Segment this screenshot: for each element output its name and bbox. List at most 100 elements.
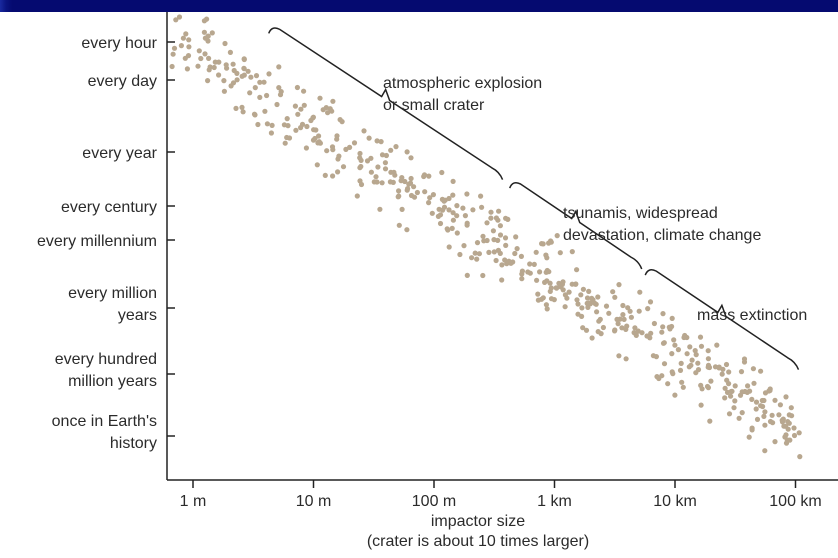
data-point [707,418,713,424]
data-point [239,104,245,110]
data-point [441,198,447,204]
data-point [248,74,254,80]
y-tick-label-every-century: every century [61,199,157,216]
data-point [454,213,460,219]
data-point [303,145,309,151]
data-point [548,296,555,302]
x-tick-label-100-km: 100 km [769,493,821,510]
data-point [317,95,323,101]
data-point [368,155,374,161]
data-point [182,55,188,61]
data-point [557,282,563,288]
data-point [594,309,600,315]
data-point [584,295,591,301]
data-point [580,325,586,331]
annotation-brackets: atmospheric explosion or small crater tsun… [268,27,807,370]
data-point [276,64,282,70]
y-ticks: every hour every day every year every centu… [37,35,175,452]
data-point [738,369,745,375]
data-point [692,348,698,354]
y-tick-label-every-hundred: every hundred [55,351,157,368]
data-point [395,194,401,200]
data-point [675,347,682,353]
data-point [574,297,580,303]
data-point [378,139,384,145]
axes [166,12,838,481]
scatter-points [169,14,803,460]
data-point [732,383,738,389]
data-point [294,84,300,91]
data-point [262,108,268,114]
data-point [677,367,684,373]
data-point [221,78,227,84]
data-point [493,257,499,264]
data-point [669,315,675,321]
data-point [429,210,435,216]
data-point [603,303,610,309]
data-point [464,191,470,197]
data-point [449,225,455,231]
data-point [240,109,246,115]
data-point [408,155,414,161]
data-point [382,166,389,172]
data-point [371,179,377,185]
data-point [539,241,545,247]
data-point [241,66,247,72]
y-tick-label-every-hour: every hour [81,35,157,52]
data-point [750,366,757,372]
data-point [719,371,725,377]
data-point [653,354,660,360]
data-point [645,306,651,312]
data-point [678,360,684,366]
data-point [722,395,728,401]
data-point [505,216,511,222]
data-point [564,295,570,301]
data-point [728,388,734,395]
data-point [672,342,678,348]
data-point [320,107,326,113]
data-point [252,85,258,91]
data-point [354,193,360,199]
data-point [502,257,508,263]
data-point [648,330,654,336]
data-point [379,152,386,158]
data-point [686,364,692,370]
data-point [689,357,695,363]
data-point [312,135,318,142]
data-point [566,289,572,295]
data-point [569,249,575,255]
data-point [464,220,470,226]
data-point [178,43,184,49]
data-point [782,434,788,440]
data-point [282,140,288,146]
annotation-label-mass-extinction: mass extinction [697,307,807,324]
data-point [592,300,598,306]
data-point [537,269,543,275]
data-point [697,334,704,340]
data-point [589,335,595,341]
data-point [631,330,637,336]
data-point [693,370,699,376]
data-point [266,71,272,77]
data-point [499,262,505,268]
data-point [299,121,306,127]
data-point [216,72,222,78]
data-point [610,289,616,295]
data-point [474,256,480,262]
data-point [797,454,803,460]
data-point [184,66,190,72]
data-point [525,269,531,275]
data-point [461,243,467,249]
data-point [497,232,504,238]
data-point [533,249,539,255]
data-point [553,285,559,291]
data-point [726,369,732,375]
data-point [324,148,330,154]
data-point [636,308,642,314]
data-point [596,318,602,324]
data-point [736,415,742,421]
data-point [209,30,215,36]
annotation-bracket-atmospheric-explosion-or-small-crater [268,27,504,180]
data-point [366,135,372,141]
